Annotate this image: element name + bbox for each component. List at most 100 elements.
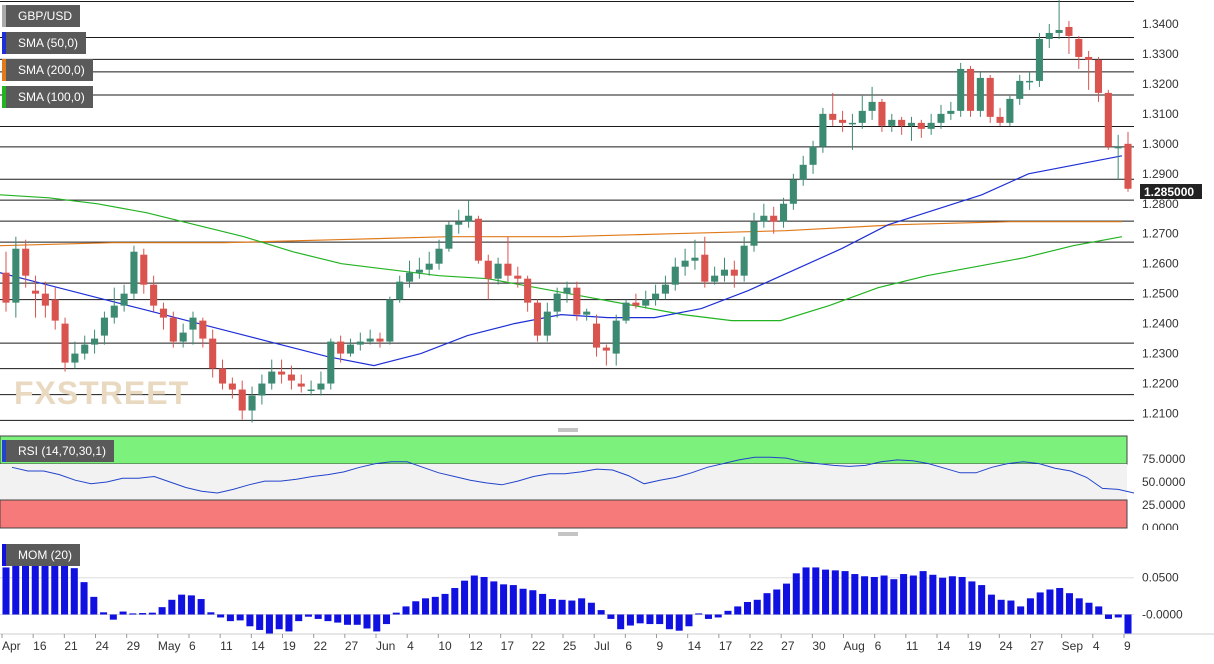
mom-tick-label: -0.0000 (1142, 608, 1183, 622)
mom-bar (226, 614, 234, 622)
mom-bar (636, 614, 644, 624)
mom-bar (861, 576, 869, 615)
x-tick-label: Apr (2, 639, 21, 653)
candle-body (1085, 56, 1093, 60)
mom-bar (714, 614, 722, 618)
symbol-label[interactable]: GBP/USD (2, 5, 81, 27)
mom-bar (500, 584, 508, 615)
candle-body (366, 338, 374, 342)
mom-bar (80, 582, 88, 615)
candle-body (779, 203, 788, 222)
candle-body (356, 341, 364, 345)
sma-200-label[interactable]: SMA (200,0) (2, 59, 93, 81)
candle-body (957, 68, 965, 111)
mom-bar (392, 612, 400, 615)
mom-bar (197, 599, 205, 615)
mom-bar (763, 593, 771, 615)
mom-bar (295, 614, 303, 622)
mom-bar (539, 593, 547, 615)
sma-100-label[interactable]: SMA (100,0) (2, 86, 93, 108)
candle-body (12, 248, 20, 303)
candle-body (317, 383, 325, 390)
mom-bar (607, 614, 615, 619)
x-tick-label: 14 (688, 639, 702, 653)
candle-body (346, 344, 355, 354)
mom-bar (568, 600, 576, 615)
mom-bar (646, 614, 654, 625)
splitter-grip-2[interactable] (558, 532, 578, 536)
mom-bar (939, 577, 947, 615)
mom-bar (841, 571, 849, 615)
candle-body (199, 320, 207, 339)
mom-bar (509, 585, 517, 615)
x-tick-label: 17 (501, 639, 515, 653)
mom-bar (1104, 614, 1112, 619)
candle-body (868, 101, 876, 111)
mom-bar (919, 571, 927, 615)
mom-bar (441, 593, 449, 615)
x-tick-label: 10 (438, 639, 452, 653)
price-tick-label: 1.2100 (1142, 407, 1179, 421)
mom-bar (987, 594, 995, 615)
x-tick-label: 22 (532, 639, 546, 653)
price-tick-label: 1.2200 (1142, 377, 1179, 391)
candle-body (514, 275, 522, 279)
mom-bar (656, 614, 664, 625)
candle-body (159, 308, 168, 318)
candle-body (91, 338, 99, 345)
mom-bar (363, 614, 371, 629)
candle-body (1016, 80, 1024, 99)
x-tick-label: 6 (875, 639, 882, 653)
mom-bar (978, 585, 986, 615)
mom-bar (324, 614, 332, 622)
candle-body (1055, 29, 1063, 33)
sma-50-label[interactable]: SMA (50,0) (2, 32, 87, 54)
mom-bar (402, 606, 410, 615)
candle-body (474, 218, 482, 261)
candle-body (150, 284, 158, 306)
candle-body (209, 338, 217, 369)
candle-body (642, 299, 650, 306)
candle-body (937, 113, 945, 123)
mom-bar (1114, 614, 1122, 618)
mom-bar (246, 614, 254, 627)
candle-body (386, 299, 394, 342)
candle-body (297, 383, 305, 387)
candle-body (258, 383, 266, 396)
pane-splitter-1[interactable] (0, 426, 1214, 434)
pane-splitter-2[interactable] (0, 530, 1214, 538)
rsi-label[interactable]: RSI (14,70,30,1) (2, 440, 115, 462)
mom-bar (792, 573, 800, 615)
mom-bar (870, 576, 878, 615)
splitter-grip-1[interactable] (558, 428, 578, 432)
candle-body (1026, 80, 1034, 83)
candle-body (652, 293, 660, 300)
candle-body (41, 293, 49, 306)
candle-body (31, 290, 40, 294)
mom-label[interactable]: MOM (20) (2, 544, 80, 566)
candle-body (691, 257, 699, 261)
x-tick-label: 17 (719, 639, 733, 653)
candle-body (1124, 143, 1132, 189)
mom-bar (100, 612, 108, 615)
candle-body (169, 317, 177, 342)
candle-body (1114, 146, 1122, 149)
mom-bar (851, 574, 859, 615)
candle-body (740, 245, 748, 276)
x-tick-label: 21 (64, 639, 78, 653)
x-tick-label: 14 (937, 639, 951, 653)
candle-body (898, 119, 906, 126)
candle-body (583, 311, 591, 315)
mom-bar (675, 614, 683, 631)
sma-200-line (0, 221, 1122, 247)
candle-body (81, 344, 89, 354)
x-tick-label: Aug (844, 639, 865, 653)
mom-bar (997, 599, 1005, 615)
candle-body (986, 77, 994, 117)
mom-bar (41, 555, 49, 615)
x-tick-label: 19 (968, 639, 982, 653)
candle-body (819, 113, 827, 147)
